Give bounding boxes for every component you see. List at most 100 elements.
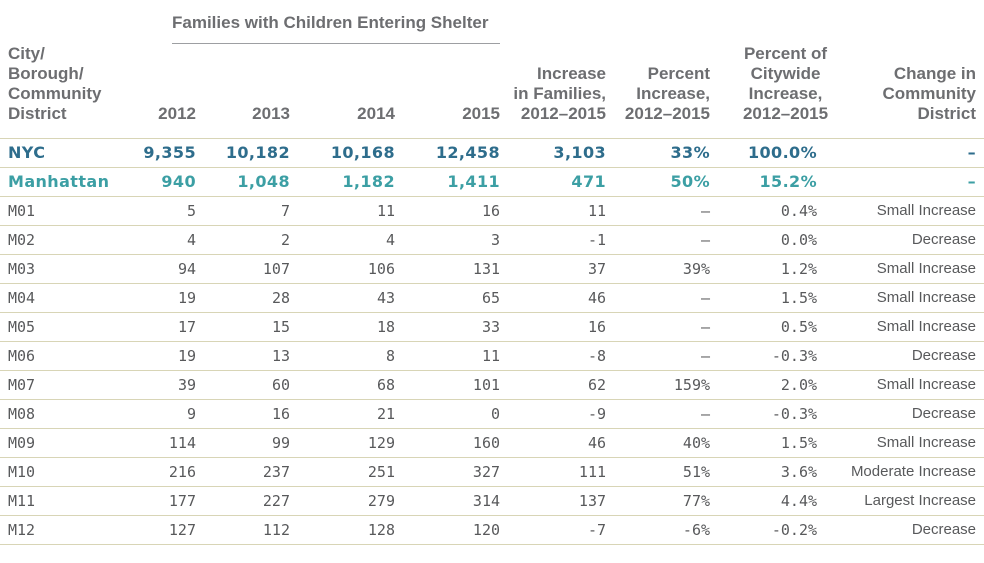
- row-value: 50%: [606, 166, 711, 196]
- row-label: M03: [0, 253, 110, 283]
- row-value: 251: [290, 456, 395, 486]
- row-value: –: [606, 282, 711, 312]
- row-value: 1,411: [395, 166, 501, 196]
- row-value: –: [606, 340, 711, 370]
- row-value: 160: [395, 427, 501, 457]
- row-value: 15.2%: [710, 166, 818, 196]
- row-value: -1: [500, 224, 607, 254]
- row-value: -6%: [606, 514, 711, 545]
- row-value: –: [606, 398, 711, 428]
- row-value: -0.3%: [710, 398, 818, 428]
- row-value: 28: [196, 282, 290, 312]
- table-row: M01 5 7 11 16 11 – 0.4% Small Increase: [0, 195, 984, 225]
- row-value: 159%: [606, 369, 711, 399]
- group-header-row: City/ Borough/ Community District Famili…: [0, 0, 984, 123]
- row-value: 100.0%: [710, 137, 818, 167]
- row-value: 101: [395, 369, 501, 399]
- row-label: M01: [0, 195, 110, 225]
- row-value: 11: [290, 195, 395, 225]
- row-value: –: [606, 311, 711, 341]
- table-row: M06 19 13 8 11 -8 – -0.3% Decrease: [0, 340, 984, 370]
- row-value: Small Increase: [817, 427, 984, 457]
- row-value: 21: [290, 398, 395, 428]
- row-value: 1,182: [290, 166, 395, 196]
- row-value: Small Increase: [817, 282, 984, 312]
- table-row: M08 9 16 21 0 -9 – -0.3% Decrease: [0, 398, 984, 428]
- row-value: 111: [500, 456, 607, 486]
- row-value: Small Increase: [817, 369, 984, 399]
- row-value: 2.0%: [710, 369, 818, 399]
- row-value: 5: [110, 195, 196, 225]
- row-value: 46: [500, 282, 607, 312]
- row-value: 2: [196, 224, 290, 254]
- row-label: M11: [0, 485, 110, 515]
- row-value: -0.3%: [710, 340, 818, 370]
- group-header-cell: Families with Children Entering Shelter: [110, 0, 501, 54]
- row-value: 13: [196, 340, 290, 370]
- table-row: M03 94 107 106 131 37 39% 1.2% Small Inc…: [0, 253, 984, 283]
- row-label: NYC: [0, 137, 110, 167]
- table-row: M05 17 15 18 33 16 – 0.5% Small Increase: [0, 311, 984, 341]
- row-value: –: [606, 224, 711, 254]
- row-value: 0.5%: [710, 311, 818, 341]
- row-value: 77%: [606, 485, 711, 515]
- row-label: M07: [0, 369, 110, 399]
- row-value: Small Increase: [817, 311, 984, 341]
- row-value: -7: [500, 514, 607, 545]
- row-value: 471: [500, 166, 607, 196]
- row-value: 127: [110, 514, 196, 545]
- col-header-2014: 2014: [357, 104, 395, 124]
- table-row: M09 114 99 129 160 46 40% 1.5% Small Inc…: [0, 427, 984, 457]
- row-value: –: [606, 195, 711, 225]
- row-value: 19: [110, 282, 196, 312]
- row-value: 4.4%: [710, 485, 818, 515]
- row-label: M10: [0, 456, 110, 486]
- row-value: 43: [290, 282, 395, 312]
- row-value: 1,048: [196, 166, 290, 196]
- col-header-2012: 2012: [158, 104, 196, 124]
- table-row: M12 127 112 128 120 -7 -6% -0.2% Decreas…: [0, 514, 984, 545]
- row-value: 0.0%: [710, 224, 818, 254]
- col-header-city-borough-district-label: City/ Borough/ Community District: [8, 44, 102, 124]
- table-row: NYC 9,355 10,182 10,168 12,458 3,103 33%…: [0, 137, 984, 167]
- table-header: City/ Borough/ Community District Famili…: [0, 0, 984, 138]
- table-row: M10 216 237 251 327 111 51% 3.6% Moderat…: [0, 456, 984, 486]
- row-value: 0: [395, 398, 501, 428]
- row-value: 279: [290, 485, 395, 515]
- row-value: 10,182: [196, 137, 290, 167]
- row-value: 19: [110, 340, 196, 370]
- row-value: 7: [196, 195, 290, 225]
- row-value: 327: [395, 456, 501, 486]
- row-value: Largest Increase: [817, 485, 984, 515]
- row-value: Moderate Increase: [817, 456, 984, 486]
- row-value: 120: [395, 514, 501, 545]
- row-value: 60: [196, 369, 290, 399]
- row-label: M08: [0, 398, 110, 428]
- row-value: 39: [110, 369, 196, 399]
- row-label: M02: [0, 224, 110, 254]
- row-value: 107: [196, 253, 290, 283]
- row-value: 1.5%: [710, 427, 818, 457]
- row-value: 10,168: [290, 137, 395, 167]
- table-row: Manhattan 940 1,048 1,182 1,411 471 50% …: [0, 166, 984, 196]
- row-value: 237: [196, 456, 290, 486]
- row-value: 51%: [606, 456, 711, 486]
- col-header-2013: 2013: [252, 104, 290, 124]
- row-label: M06: [0, 340, 110, 370]
- row-value: 11: [395, 340, 501, 370]
- row-value: Decrease: [817, 340, 984, 370]
- table-row: M02 4 2 4 3 -1 – 0.0% Decrease: [0, 224, 984, 254]
- row-value: 37: [500, 253, 607, 283]
- row-value: 16: [196, 398, 290, 428]
- row-value: 18: [290, 311, 395, 341]
- row-value: 12,458: [395, 137, 501, 167]
- row-value: 216: [110, 456, 196, 486]
- row-value: 16: [500, 311, 607, 341]
- table-row: M07 39 60 68 101 62 159% 2.0% Small Incr…: [0, 369, 984, 399]
- row-value: 99: [196, 427, 290, 457]
- year-header-row: 2012 2013 2014 2015: [0, 54, 984, 138]
- row-value: 177: [110, 485, 196, 515]
- row-value: 17: [110, 311, 196, 341]
- row-value: 129: [290, 427, 395, 457]
